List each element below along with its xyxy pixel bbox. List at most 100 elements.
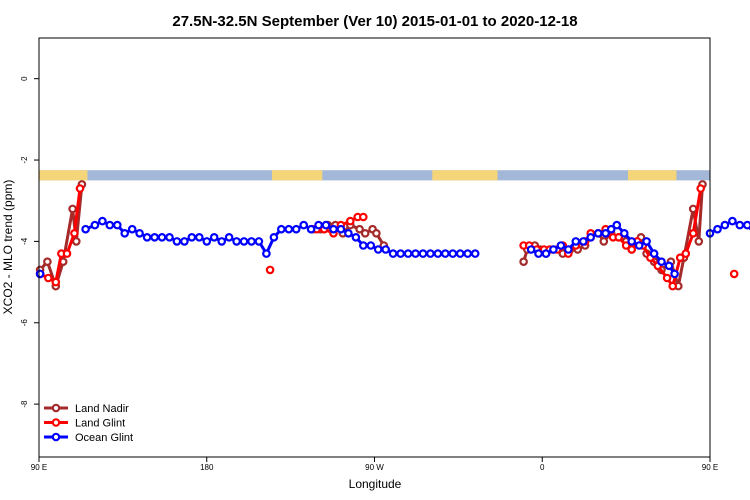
ocean-glint-point — [411, 249, 420, 258]
land-glint-point — [662, 273, 672, 283]
x-tick-label: 90 W — [365, 463, 384, 472]
ocean-glint-point — [157, 233, 167, 242]
ocean-glint-point — [735, 220, 745, 230]
ocean-glint-point — [232, 237, 241, 246]
ocean-glint-point — [217, 237, 227, 246]
land-band-segment — [432, 170, 498, 181]
ocean-glint-point — [713, 224, 722, 234]
ocean-glint-point — [262, 249, 271, 258]
ocean-glint-point — [627, 237, 637, 246]
ocean-glint-point — [612, 220, 622, 230]
ocean-glint-point — [541, 249, 551, 258]
x-axis-label: Longitude — [349, 477, 402, 491]
y-tick-label: -8 — [20, 400, 29, 408]
ocean-glint-point — [299, 220, 309, 230]
legend-label-ocean-glint: Ocean Glint — [75, 432, 133, 444]
land-glint-point — [621, 241, 631, 250]
land-glint-point — [668, 281, 678, 291]
land-glint-point — [729, 269, 739, 279]
land-nadir-point — [694, 237, 704, 246]
ocean-glint-point — [239, 237, 249, 246]
legend-marker-land-glint — [51, 418, 61, 427]
series-ocean-glint — [35, 216, 750, 279]
ocean-glint-point — [224, 233, 234, 242]
ocean-glint-point — [35, 269, 45, 279]
land-glint-point — [627, 245, 637, 254]
land-band-segment — [627, 170, 677, 181]
ocean-glint-point — [329, 224, 338, 234]
ocean-glint-point — [306, 224, 316, 234]
ocean-glint-point — [556, 241, 566, 250]
ocean-glint-point — [113, 220, 122, 230]
ocean-glint-point — [202, 237, 212, 246]
x-tick-label: 90 E — [702, 463, 718, 472]
ocean-glint-point — [247, 237, 256, 246]
ocean-glint-point — [344, 229, 353, 238]
ocean-glint-point — [291, 224, 301, 234]
ocean-glint-point — [276, 224, 286, 234]
ocean-glint-point — [563, 245, 573, 254]
ocean-glint-point — [649, 249, 659, 258]
ocean-glint-point — [403, 249, 413, 258]
ocean-glint-point — [120, 229, 130, 238]
land-band-segment — [39, 170, 88, 181]
land-glint-point — [688, 229, 698, 238]
ocean-glint-point — [127, 224, 137, 234]
ocean-glint-point — [351, 233, 361, 242]
land-nadir-point — [43, 257, 52, 267]
ocean-glint-point — [426, 249, 435, 258]
land-nadir-point — [68, 204, 77, 214]
x-tick-label: 0 — [540, 463, 545, 472]
ocean-glint-point — [619, 229, 629, 238]
land-nadir-point — [72, 237, 81, 246]
ocean-glint-point — [98, 216, 107, 226]
ocean-glint-point — [418, 249, 428, 258]
ocean-glint-point — [284, 224, 294, 234]
x-tick-label: 90 E — [31, 463, 47, 472]
legend: Land Nadir Land Glint Ocean Glint — [44, 403, 133, 444]
ocean-glint-point — [440, 249, 450, 258]
land-glint-point — [345, 216, 355, 226]
ocean-glint-point — [571, 237, 581, 246]
ocean-glint-point — [396, 249, 405, 258]
ocean-glint-point — [187, 233, 197, 242]
land-glint-point — [51, 277, 61, 287]
ocean-glint-point — [90, 220, 100, 230]
ocean-glint-point — [634, 241, 644, 250]
ocean-glint-point — [534, 249, 543, 258]
ocean-glint-point — [743, 220, 750, 230]
land-nadir-point — [372, 229, 381, 238]
ocean-glint-point — [336, 224, 346, 234]
ocean-glint-point — [601, 229, 610, 238]
land-glint-point — [614, 233, 624, 242]
land-glint-point — [358, 212, 368, 222]
y-tick-label: 0 — [20, 76, 29, 81]
ocean-glint-point — [578, 237, 588, 246]
ocean-glint-point — [670, 269, 679, 279]
ocean-glint-point — [314, 220, 323, 230]
y-axis-label: XCO2 - MLO trend (ppm) — [1, 180, 15, 315]
ocean-glint-point — [593, 229, 603, 238]
ocean-glint-point — [606, 224, 616, 234]
land-band-segment — [271, 170, 323, 181]
ocean-glint-point — [254, 237, 264, 246]
land-glint-point — [75, 184, 85, 193]
legend-label-land-glint: Land Glint — [75, 418, 125, 430]
land-glint-point — [675, 253, 685, 263]
land-nadir-point — [519, 257, 528, 267]
ocean-glint-point — [657, 257, 666, 267]
ocean-glint-point — [381, 245, 391, 254]
x-axis: 90 E 180 90 W 0 90 E — [31, 457, 718, 472]
ocean-band — [39, 170, 710, 181]
ocean-glint-point — [81, 224, 90, 234]
land-glint-point — [43, 273, 53, 283]
legend-marker-land-nadir — [51, 403, 61, 413]
ocean-glint-point — [366, 241, 376, 250]
land-nadir-point — [360, 229, 370, 238]
y-tick-label: -4 — [20, 237, 29, 245]
land-ocean-band — [39, 170, 710, 181]
ocean-glint-point — [388, 249, 398, 258]
ocean-glint-point — [165, 233, 174, 242]
ocean-glint-point — [195, 233, 204, 242]
